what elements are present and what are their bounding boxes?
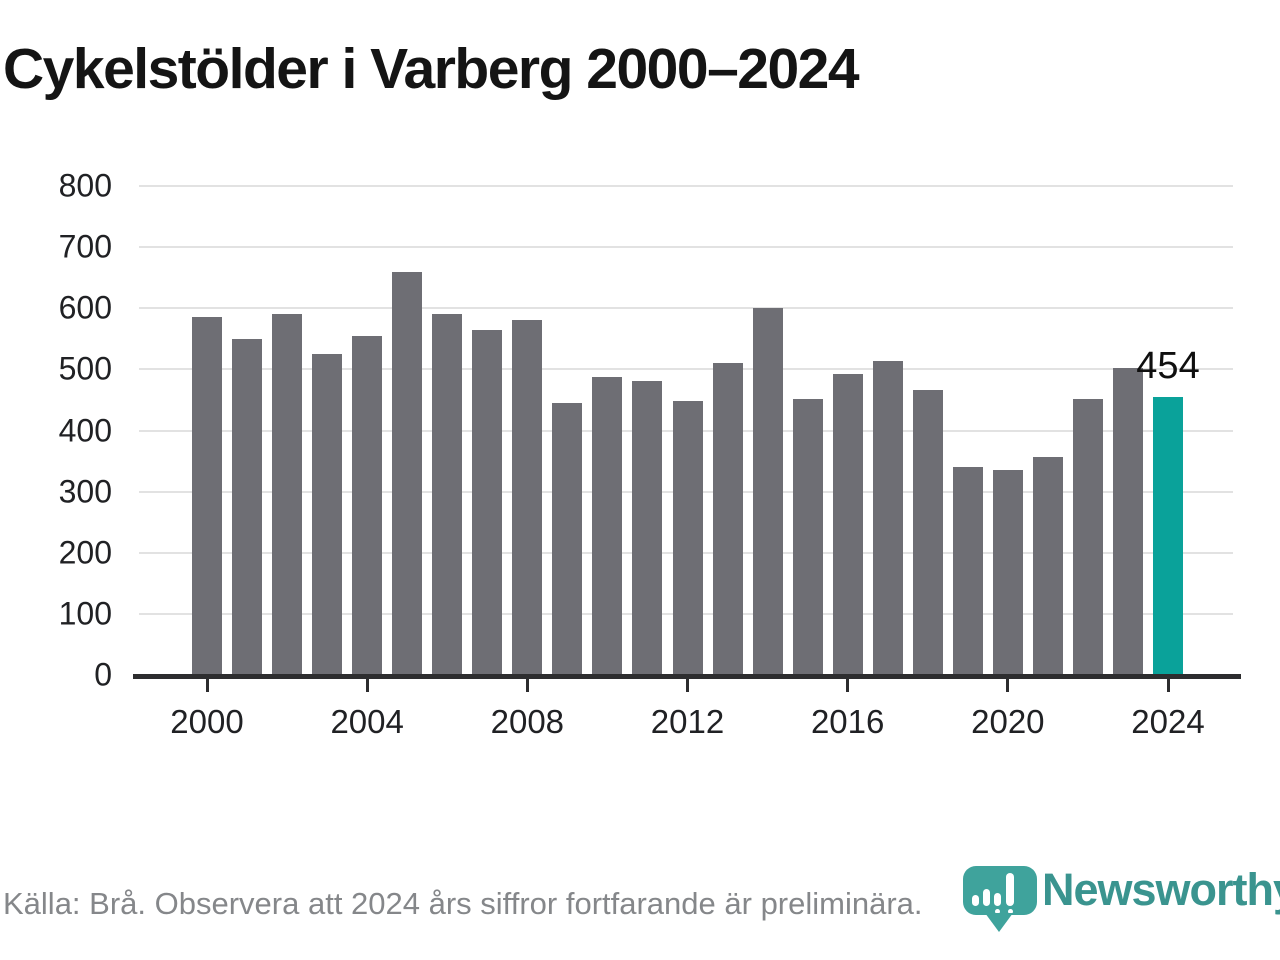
newsworthy-pin-barchart-icon	[963, 866, 1037, 915]
page-title: Cykelstölder i Varberg 2000–2024	[3, 37, 860, 101]
x-tick-2008	[525, 679, 529, 692]
x-tick-2012	[686, 679, 689, 692]
bar-2009	[552, 402, 583, 675]
source-note: Källa: Brå. Observera att 2024 års siffr…	[3, 886, 923, 921]
bar-2007	[472, 329, 503, 675]
y-gridline-800	[139, 185, 1233, 187]
logo-chart-dot	[995, 909, 1000, 914]
y-gridline-500	[139, 368, 1233, 371]
bar-2010	[592, 377, 623, 675]
y-tick-label-200: 200	[58, 534, 112, 571]
bar-2008	[512, 320, 543, 675]
y-tick-label-0: 0	[94, 656, 112, 693]
bar-2017	[872, 360, 903, 675]
x-tick-label-2008: 2008	[490, 703, 565, 740]
y-tick-label-400: 400	[58, 412, 112, 448]
x-tick-2004	[365, 679, 369, 692]
bar-2014	[752, 308, 783, 675]
bar-2023	[1112, 367, 1143, 675]
x-tick-label-2020: 2020	[971, 703, 1045, 740]
logo-pin-tail	[985, 913, 1013, 932]
x-tick-label-2024: 2024	[1131, 703, 1205, 740]
x-tick-label-2012: 2012	[650, 703, 725, 740]
newsworthy-logo: Newsworthy	[962, 862, 1280, 940]
bar-2002	[272, 314, 303, 675]
bar-2018	[912, 390, 943, 675]
logo-chart-bar	[972, 895, 979, 906]
bar-2004	[352, 335, 383, 675]
bar-2016	[832, 374, 863, 675]
bar-2020	[992, 469, 1023, 675]
y-gridline-700	[139, 246, 1233, 249]
logo-wordmark: Newsworthy	[1042, 864, 1280, 915]
bar-2013	[712, 363, 743, 675]
x-tick-2016	[846, 679, 850, 692]
y-tick-label-100: 100	[58, 595, 112, 632]
bar-2024	[1153, 397, 1183, 675]
bar-2015	[792, 399, 823, 675]
logo-chart-bar	[994, 893, 1001, 906]
bar-chart: 0 100 200 300 400 500 600 700 800 2000 2004 2008 20…	[58, 167, 1241, 740]
bar-2006	[432, 314, 463, 675]
bar-2012	[672, 401, 703, 675]
y-tick-label-600: 600	[58, 289, 112, 326]
bar-2011	[632, 380, 663, 675]
highlight-value-label: 454	[1136, 345, 1200, 388]
bar-2019	[952, 466, 983, 675]
y-tick-label-800: 800	[58, 167, 112, 204]
x-tick-2000	[205, 679, 209, 692]
logo-chart-bar	[1006, 873, 1014, 906]
y-tick-label-300: 300	[58, 473, 112, 510]
x-tick-label-2004: 2004	[330, 703, 404, 740]
x-tick-2024	[1166, 679, 1170, 692]
bar-2000	[192, 317, 222, 675]
y-gridline-600	[139, 307, 1233, 310]
x-axis-line	[133, 674, 1241, 679]
x-tick-label-2016: 2016	[810, 703, 885, 740]
bar-2001	[232, 338, 263, 675]
x-tick-2020	[1006, 679, 1010, 692]
y-tick-label-500: 500	[58, 350, 112, 387]
bar-2022	[1072, 398, 1103, 675]
logo-chart-dot	[1008, 909, 1013, 914]
logo-chart-bar	[983, 889, 990, 906]
bar-2005	[392, 271, 423, 675]
bar-2003	[312, 354, 343, 675]
y-tick-label-700: 700	[58, 228, 112, 265]
x-tick-label-2000: 2000	[170, 703, 244, 740]
bar-2021	[1032, 456, 1063, 675]
